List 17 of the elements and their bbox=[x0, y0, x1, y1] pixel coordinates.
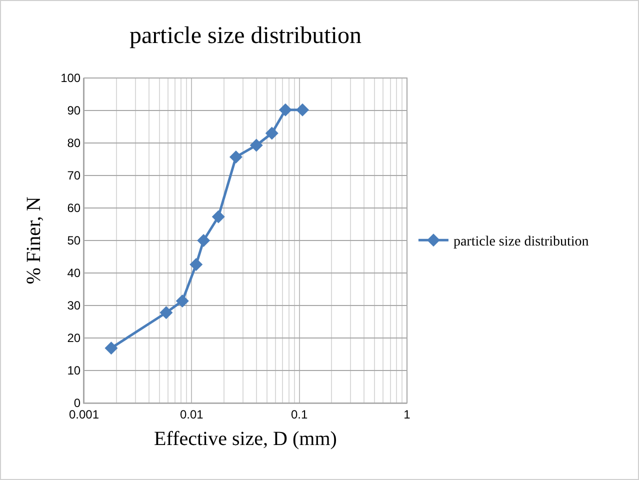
y-axis-title: % Finer, N bbox=[23, 196, 46, 284]
y-tick-label: 60 bbox=[67, 201, 81, 216]
y-tick-label: 90 bbox=[67, 104, 81, 118]
x-tick-label: 0.01 bbox=[180, 407, 204, 422]
legend-label: particle size distribution bbox=[453, 234, 589, 250]
x-tick-label: 0.1 bbox=[290, 407, 308, 422]
y-tick-label: 100 bbox=[60, 71, 81, 86]
y-tick-label: 20 bbox=[67, 331, 81, 346]
y-tick-label: 40 bbox=[67, 266, 81, 280]
x-axis-title: Effective size, D (mm) bbox=[154, 428, 337, 450]
y-tick-label: 70 bbox=[67, 168, 81, 183]
y-tick-label: 30 bbox=[67, 298, 81, 313]
x-tick-label: 1 bbox=[404, 407, 411, 422]
y-tick-label: 10 bbox=[67, 364, 81, 378]
y-tick-label: 80 bbox=[67, 136, 81, 150]
chart-title: particle size distribution bbox=[130, 22, 362, 49]
y-tick-label: 50 bbox=[67, 234, 81, 248]
